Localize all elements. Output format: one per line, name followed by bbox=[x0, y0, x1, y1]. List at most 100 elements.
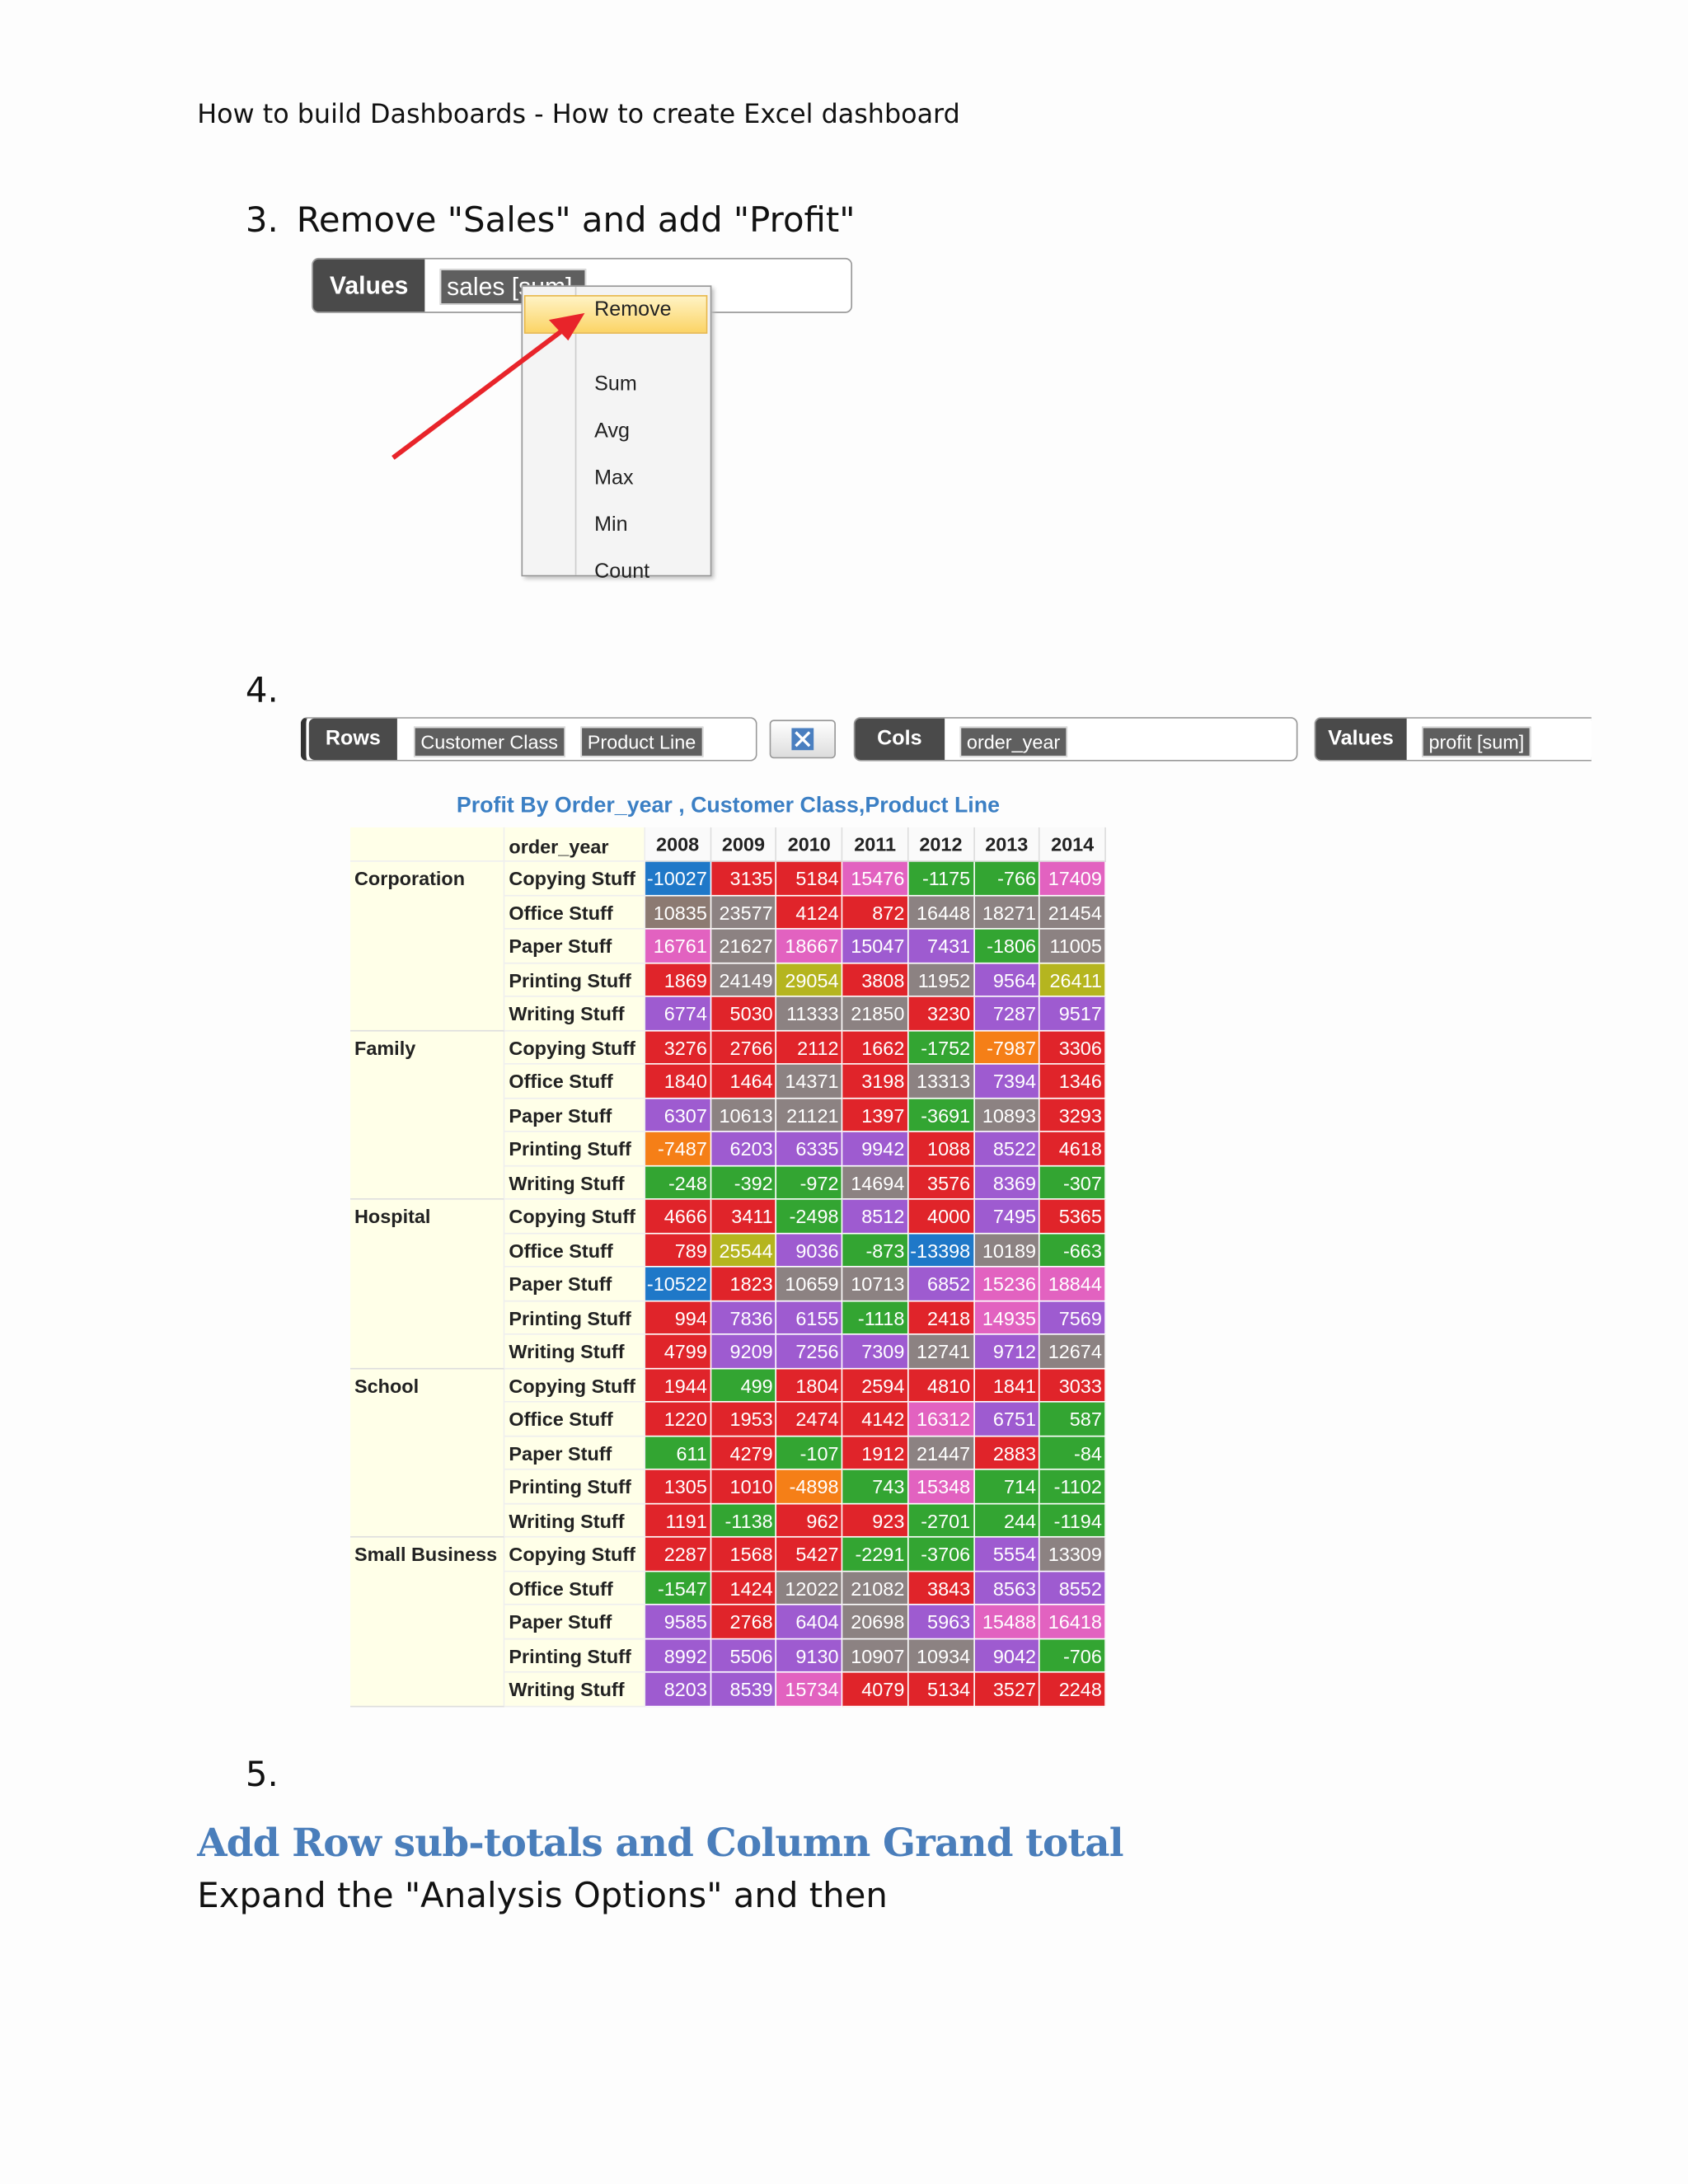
value-cell: 587 bbox=[1040, 1403, 1106, 1437]
value-cell: 21082 bbox=[842, 1572, 909, 1606]
value-cell: 14694 bbox=[842, 1165, 909, 1201]
menu-item[interactable]: Avg bbox=[594, 419, 630, 443]
menu-item[interactable]: Min bbox=[594, 513, 628, 537]
value-cell: 1220 bbox=[645, 1403, 711, 1437]
value-cell: 2418 bbox=[908, 1301, 975, 1336]
value-cell: 20698 bbox=[842, 1605, 909, 1640]
value-cell: 1568 bbox=[710, 1538, 777, 1572]
value-cell: 10835 bbox=[645, 895, 711, 930]
class-cell: Family bbox=[349, 1030, 505, 1201]
class-cell: Corporation bbox=[349, 861, 505, 1031]
value-cell: 16448 bbox=[908, 895, 975, 930]
value-cell: 9036 bbox=[776, 1234, 843, 1268]
value-cell: 7431 bbox=[908, 929, 975, 963]
value-cell: 1464 bbox=[710, 1064, 777, 1099]
year-header: 2009 bbox=[710, 827, 777, 862]
value-cell: 7309 bbox=[842, 1335, 909, 1370]
values-bar: Values profit [sum] bbox=[1314, 717, 1592, 762]
value-cell: 26411 bbox=[1040, 963, 1106, 997]
product-cell: Printing Stuff bbox=[504, 1301, 646, 1336]
value-cell: 5134 bbox=[908, 1673, 975, 1708]
value-cell: -248 bbox=[645, 1165, 711, 1201]
value-cell: 3293 bbox=[1040, 1098, 1106, 1132]
value-cell: -392 bbox=[710, 1165, 777, 1201]
value-cell: 8552 bbox=[1040, 1572, 1106, 1606]
value-cell: -1806 bbox=[974, 929, 1041, 963]
value-cell: 18844 bbox=[1040, 1268, 1106, 1302]
class-cell: Hospital bbox=[349, 1200, 505, 1370]
value-cell: -1138 bbox=[710, 1504, 777, 1539]
header-title: How to build Dashboards - How to create … bbox=[197, 99, 960, 130]
value-cell: -107 bbox=[776, 1436, 843, 1471]
value-cell: 18667 bbox=[776, 929, 843, 963]
value-cell: 7836 bbox=[710, 1301, 777, 1336]
product-cell: Office Stuff bbox=[504, 1572, 646, 1606]
value-cell: -3706 bbox=[908, 1538, 975, 1572]
year-header: 2014 bbox=[1040, 827, 1106, 862]
value-cell: 8992 bbox=[645, 1639, 711, 1674]
value-cell: 12674 bbox=[1040, 1335, 1106, 1370]
value-cell: 10659 bbox=[776, 1268, 843, 1302]
value-cell: 1397 bbox=[842, 1098, 909, 1132]
value-cell: 4810 bbox=[908, 1369, 975, 1404]
value-cell: 2248 bbox=[1040, 1673, 1106, 1708]
value-cell: 8203 bbox=[645, 1673, 711, 1708]
value-cell: 3843 bbox=[908, 1572, 975, 1606]
field-chip[interactable]: order_year bbox=[959, 726, 1067, 757]
value-cell: 16418 bbox=[1040, 1605, 1106, 1640]
value-cell: 6774 bbox=[645, 996, 711, 1031]
field-chip[interactable]: Customer Class bbox=[413, 726, 565, 757]
swap-icon bbox=[791, 728, 814, 751]
product-cell: Office Stuff bbox=[504, 1234, 646, 1268]
value-cell: 244 bbox=[974, 1504, 1041, 1539]
value-cell: 29054 bbox=[776, 963, 843, 997]
value-cell: 714 bbox=[974, 1470, 1041, 1505]
value-cell: 4666 bbox=[645, 1200, 711, 1235]
value-cell: 21447 bbox=[908, 1436, 975, 1471]
value-cell: -766 bbox=[974, 861, 1041, 896]
year-header: 2010 bbox=[776, 827, 843, 862]
value-cell: 25544 bbox=[710, 1234, 777, 1268]
value-cell: 6404 bbox=[776, 1605, 843, 1640]
swap-button[interactable] bbox=[769, 719, 836, 759]
product-cell: Copying Stuff bbox=[504, 1369, 646, 1404]
value-cell: 5427 bbox=[776, 1538, 843, 1572]
value-cell: 11952 bbox=[908, 963, 975, 997]
value-cell: -2701 bbox=[908, 1504, 975, 1539]
value-cell: 4000 bbox=[908, 1200, 975, 1235]
value-cell: 3276 bbox=[645, 1030, 711, 1065]
value-cell: -10027 bbox=[645, 861, 711, 896]
corner-label: order_year bbox=[504, 827, 646, 862]
cols-label: Cols bbox=[855, 718, 945, 760]
menu-item[interactable]: Sum bbox=[594, 372, 637, 396]
value-cell: -3691 bbox=[908, 1098, 975, 1132]
value-cell: 10934 bbox=[908, 1639, 975, 1674]
value-cell: 3135 bbox=[710, 861, 777, 896]
value-cell: 2768 bbox=[710, 1605, 777, 1640]
product-cell: Copying Stuff bbox=[504, 1200, 646, 1235]
product-cell: Office Stuff bbox=[504, 895, 646, 930]
value-cell: 3527 bbox=[974, 1673, 1041, 1708]
menu-item[interactable]: Max bbox=[594, 466, 634, 490]
value-cell: -1175 bbox=[908, 861, 975, 896]
menu-item[interactable]: Count bbox=[594, 560, 650, 583]
value-cell: 7256 bbox=[776, 1335, 843, 1370]
arrow-line bbox=[392, 326, 567, 460]
value-cell: 3411 bbox=[710, 1200, 777, 1235]
value-cell: -1194 bbox=[1040, 1504, 1106, 1539]
value-cell: 4079 bbox=[842, 1673, 909, 1708]
field-chip[interactable]: Product Line bbox=[580, 726, 703, 757]
value-cell: 962 bbox=[776, 1504, 843, 1539]
value-cell: -706 bbox=[1040, 1639, 1106, 1674]
field-chip[interactable]: profit [sum] bbox=[1422, 726, 1531, 757]
menu-item[interactable]: Remove bbox=[594, 298, 672, 321]
value-cell: 24149 bbox=[710, 963, 777, 997]
value-cell: 9042 bbox=[974, 1639, 1041, 1674]
value-cell: 1912 bbox=[842, 1436, 909, 1471]
value-cell: 3306 bbox=[1040, 1030, 1106, 1065]
value-cell: 5506 bbox=[710, 1639, 777, 1674]
cols-bar: Cols order_year bbox=[853, 717, 1298, 762]
value-cell: 9209 bbox=[710, 1335, 777, 1370]
value-cell: 6203 bbox=[710, 1132, 777, 1166]
